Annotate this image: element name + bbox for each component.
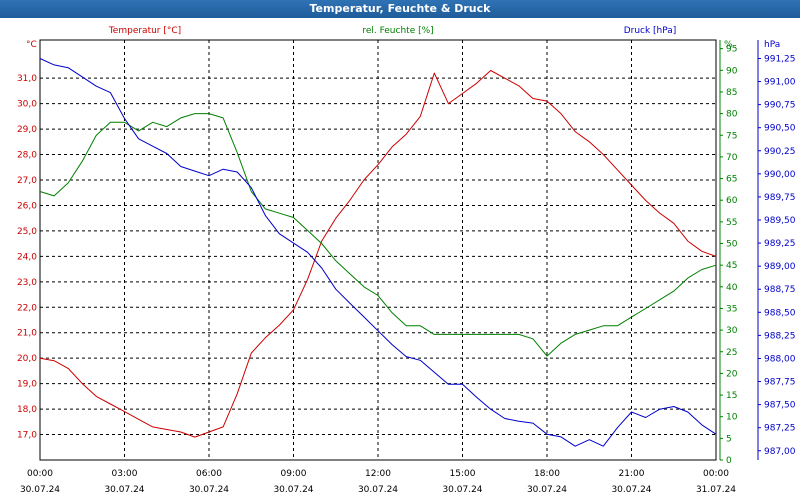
humidity-tick: 80 [726,110,738,120]
x-tick-date: 30.07.24 [20,485,60,495]
x-tick-time: 09:00 [281,469,307,479]
pressure-tick: 987,00 [764,447,796,457]
temperature-tick: 28,0 [17,151,37,161]
series-layer [39,58,717,447]
pressure-tick: 991,25 [764,54,796,64]
pressure-tick: 987,25 [764,424,796,434]
x-tick-date: 30.07.24 [273,485,313,495]
x-tick-date: 30.07.24 [611,485,651,495]
pressure-tick: 988,25 [764,331,796,341]
pressure-tick: 989,75 [764,193,796,203]
pressure-tick: 990,25 [764,147,796,157]
humidity-tick: 75 [726,131,737,141]
temperature-tick: 31,0 [17,74,37,84]
humidity-tick: 0 [726,456,732,466]
temperature-tick: 24,0 [17,252,37,262]
temperature-tick: 21,0 [17,329,37,339]
temperature-tick: 22,0 [17,303,37,313]
plot-frame [39,39,717,461]
x-tick-date: 30.07.24 [358,485,398,495]
temperature-tick: 20,0 [17,354,37,364]
pressure-tick: 989,50 [764,216,796,226]
x-tick-time: 03:00 [112,469,138,479]
x-tick-date: 30.07.24 [104,485,144,495]
humidity-tick: 50 [726,240,738,250]
pressure-tick: 990,50 [764,124,796,134]
humidity-tick: 15 [726,391,737,401]
temperature-tick: 26,0 [17,201,37,211]
pressure-tick: 988,00 [764,354,796,364]
pressure-tick: 990,75 [764,101,796,111]
legend: Temperatur [°C] rel. Feuchte [%] Druck [hP… [108,26,676,36]
x-tick-time: 00:00 [27,469,53,479]
humidity-tick: 70 [726,153,738,163]
humidity-tick: 40 [726,283,738,293]
humidity-unit: % [724,40,733,50]
x-tick-date: 30.07.24 [527,485,567,495]
legend-pressure: Druck [hPa] [624,26,677,36]
time-axis: 00:00 30.07.24 03:00 30.07.24 06:00 30.07.24 0… [20,469,736,495]
humidity-tick: 10 [726,413,738,423]
x-tick-time: 21:00 [619,469,645,479]
temperature-tick: 19,0 [17,380,37,390]
pressure-tick: 991,00 [764,78,796,88]
pressure-series-line [39,58,717,447]
window-title: Temperatur, Feuchte & Druck [0,0,800,18]
humidity-tick: 5 [726,434,732,444]
humidity-tick: 60 [726,196,738,206]
legend-humidity: rel. Feuchte [%] [362,26,433,36]
grid-lines [40,40,716,460]
temperature-tick: 27,0 [17,176,37,186]
pressure-axis: 987,00 987,25 987,50 987,75 988,00 988,25 988,… [757,40,796,460]
humidity-tick: 90 [726,66,738,76]
pressure-tick: 988,75 [764,285,796,295]
humidity-tick: 25 [726,348,737,358]
humidity-tick: 45 [726,261,737,271]
humidity-tick: 30 [726,326,738,336]
temperature-tick: 25,0 [17,227,37,237]
pressure-tick: 987,50 [764,401,796,411]
temperature-tick: 29,0 [17,125,37,135]
temperature-tick: 30,0 [17,100,37,110]
x-tick-date: 30.07.24 [442,485,482,495]
x-tick-time: 00:00 [703,469,729,479]
humidity-tick: 20 [726,369,738,379]
humidity-series-line [39,113,717,357]
pressure-unit: hPa [764,40,780,50]
humidity-tick: 65 [726,175,737,185]
pressure-tick: 987,75 [764,378,796,388]
pressure-tick: 989,00 [764,262,796,272]
x-tick-time: 12:00 [365,469,391,479]
humidity-tick: 55 [726,218,737,228]
pressure-tick: 989,25 [764,239,796,249]
temperature-tick: 18,0 [17,405,37,415]
temperature-series-line [39,70,717,438]
temperature-axis: 17,0 18,0 19,0 20,0 21,0 22,0 23,0 24,0 25,0 26,0… [17,40,37,441]
humidity-tick: 85 [726,88,737,98]
x-tick-time: 18:00 [534,469,560,479]
humidity-tick: 95 [726,45,737,55]
temperature-tick: 23,0 [17,278,37,288]
legend-temperature: Temperatur [°C] [108,26,181,36]
pressure-tick: 988,50 [764,308,796,318]
humidity-axis: 0 5 10 15 20 25 30 35 40 45 50 55 60 65 70 75 80 85 90 95% [719,40,738,466]
x-tick-date: 30.07.24 [189,485,229,495]
temperature-tick: 17,0 [17,431,37,441]
temperature-unit: °C [26,40,37,50]
x-tick-date: 31.07.24 [696,485,736,495]
x-tick-time: 15:00 [450,469,476,479]
humidity-tick: 35 [726,304,737,314]
x-tick-time: 06:00 [196,469,222,479]
pressure-tick: 990,00 [764,170,796,180]
